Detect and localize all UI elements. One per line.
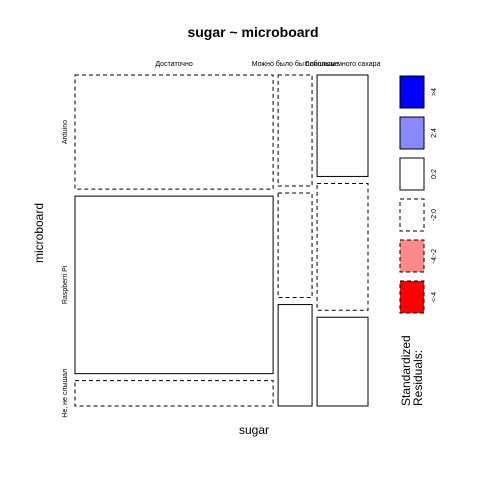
legend-swatch <box>399 157 425 191</box>
column-label: Достаточно <box>155 61 192 68</box>
chart-title: sugar ~ microboard <box>187 24 318 40</box>
legend-label: 2:4 <box>431 128 438 138</box>
legend-label: >4 <box>431 88 438 96</box>
row-labels: Arduino Raspberri Pi Не, не слышал <box>62 120 69 418</box>
mosaic-cell <box>316 74 369 177</box>
y-axis-label: microboard <box>32 203 46 263</box>
row-label: Не, не слышал <box>62 369 69 418</box>
mosaic-cell <box>74 195 274 375</box>
legend-swatch <box>399 198 425 232</box>
legend-swatch <box>399 280 425 314</box>
legend-swatch <box>399 116 425 150</box>
legend-label: -2:0 <box>431 209 438 221</box>
mosaic-cell <box>74 380 274 407</box>
mosaic-cell <box>277 304 313 407</box>
mosaic-cell <box>277 74 313 187</box>
mosaic-cell <box>316 182 369 311</box>
legend-label: -4:-2 <box>431 249 438 264</box>
legend-title-line2: Residuals: <box>411 350 425 406</box>
row-label: Arduino <box>62 120 69 144</box>
column-label: Слишком много сахара <box>305 61 381 68</box>
mosaic-cell <box>277 192 313 299</box>
mosaic-cell <box>74 74 274 190</box>
legend-title-line1: Standardized <box>399 335 413 406</box>
x-axis-label: sugar <box>239 423 269 437</box>
column-labels: Достаточно Можно было бы побольшеСлишком … <box>155 60 380 68</box>
legend-label: 0:2 <box>431 169 438 179</box>
mosaic-cells <box>74 74 369 407</box>
legend-label: <-4 <box>431 292 438 302</box>
legend-swatch <box>399 75 425 109</box>
column-label: Можно было бы побольше <box>252 60 339 68</box>
legend-swatch <box>399 239 425 273</box>
row-label: Raspberri Pi <box>62 265 69 304</box>
residuals-legend: >4 2:4 0:2 -2:0 -4:-2 <-4 <box>399 75 438 314</box>
mosaic-cell <box>316 316 369 407</box>
